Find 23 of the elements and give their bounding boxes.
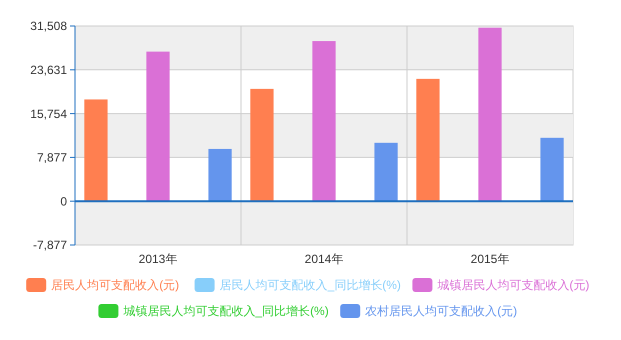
x-tick-label: 2015年 (470, 252, 510, 266)
x-tick-label: 2013年 (138, 252, 178, 266)
bar (312, 41, 336, 202)
x-tick-label: 2014年 (304, 252, 344, 266)
bar (540, 138, 564, 202)
y-tick-label: 0 (60, 194, 68, 208)
y-tick-label: -7,877 (32, 238, 68, 252)
legend-label: 城镇居民人均可支配收入_同比增长(%) (122, 304, 329, 318)
bar (416, 78, 440, 202)
y-tick-label: 23,631 (30, 63, 68, 77)
bar (146, 52, 170, 202)
legend-label: 城镇居民人均可支配收入(元) (436, 278, 590, 292)
y-tick-label: 15,754 (30, 106, 68, 121)
bar (374, 142, 398, 202)
bar (250, 88, 274, 202)
legend-label: 农村居民人均可支配收入(元) (365, 304, 518, 318)
legend-label: 居民人均可支配收入_同比增长(%) (220, 278, 401, 292)
bar (478, 28, 502, 202)
y-tick-label: 7,877 (36, 150, 68, 165)
bar (84, 99, 108, 202)
legend-label: 居民人均可支配收入(元) (51, 278, 180, 292)
y-tick-label: 31,508 (30, 19, 68, 34)
bar (208, 148, 232, 202)
